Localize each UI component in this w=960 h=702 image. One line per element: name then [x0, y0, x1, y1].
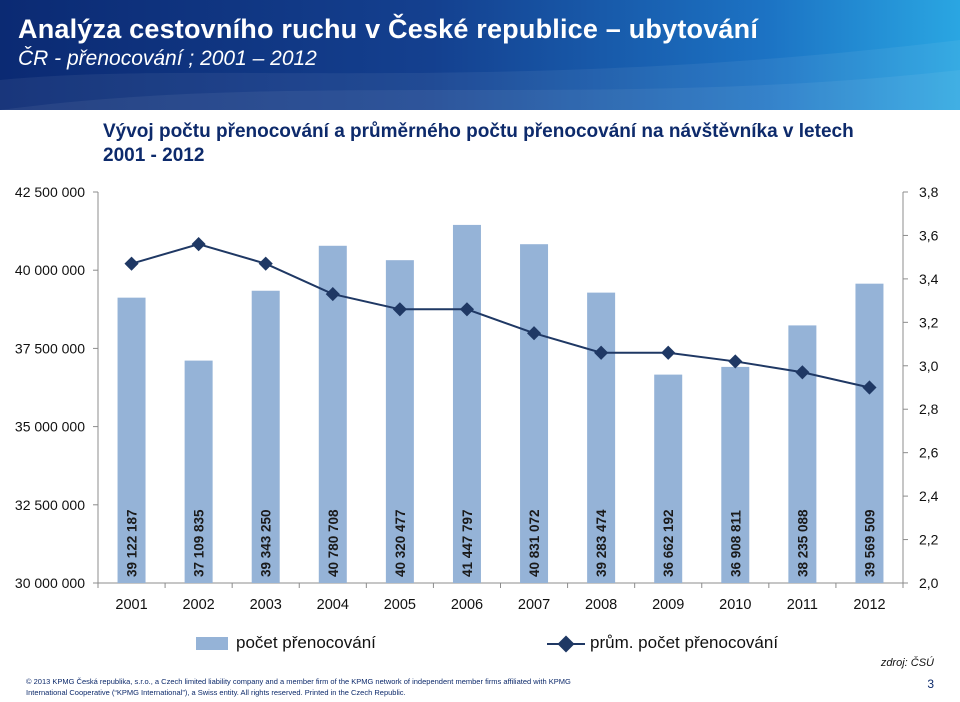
y-right-tick-label: 2,8 [919, 401, 939, 417]
x-tick-label: 2009 [652, 597, 684, 613]
y-left-tick-label: 37 500 000 [15, 340, 85, 356]
copyright-line-2: International Cooperative (“KPMG Interna… [26, 687, 406, 697]
bar-value-label: 36 908 811 [728, 510, 743, 577]
bar-value-label: 39 283 474 [594, 509, 609, 577]
copyright-notice: © 2013 KPMG Česká republika, s.r.o., a C… [26, 677, 646, 698]
y-right-tick-label: 3,4 [919, 271, 939, 287]
combo-chart: 30 000 000 32 500 000 35 000 000 37 500 000… [15, 184, 939, 613]
line-series [124, 237, 877, 395]
x-tick-label: 2005 [384, 597, 416, 613]
bar [520, 244, 549, 583]
y-right-tick-label: 2,0 [919, 575, 939, 591]
chart-axes [93, 191, 908, 588]
bar-value-label: 40 320 477 [393, 509, 408, 577]
bar [452, 224, 481, 583]
y-right-tick-label: 3,2 [919, 314, 939, 330]
line-point-marker [795, 365, 810, 380]
y-left-tick-label: 35 000 000 [15, 419, 85, 435]
x-tick-label: 2003 [250, 597, 282, 613]
x-tick-label: 2008 [585, 597, 617, 613]
bar [855, 283, 884, 583]
y-right-tick-label: 2,6 [919, 445, 939, 461]
bar-value-label: 40 831 072 [527, 509, 542, 577]
header-banner: Analýza cestovního ruchu v České republi… [0, 0, 960, 110]
legend-label-line: prům. počet přenocování [590, 633, 779, 652]
copyright-line-1: © 2013 KPMG Česká republika, s.r.o., a C… [26, 677, 571, 686]
line-point-marker [728, 354, 743, 369]
x-tick-label: 2011 [787, 597, 818, 613]
page-number: 3 [927, 677, 934, 691]
line-point-marker [392, 302, 407, 317]
line-point-marker [325, 287, 340, 302]
bar [184, 360, 213, 583]
y-left-tick-label: 30 000 000 [15, 575, 85, 591]
y-left-tick-label: 40 000 000 [15, 262, 85, 278]
line-point-marker [526, 326, 542, 341]
source-note: zdroj: ČSÚ [880, 657, 934, 669]
bar [587, 292, 616, 583]
legend-swatch-bars [196, 637, 228, 650]
x-tick-label: 2010 [719, 597, 751, 613]
y-right-tick-label: 2,4 [919, 488, 939, 504]
line-point-marker [191, 237, 206, 252]
line-point-marker [594, 345, 609, 360]
bar-value-label: 38 235 088 [795, 509, 810, 577]
x-tick-label: 2012 [853, 597, 885, 613]
bar-value-label: 41 447 797 [460, 509, 475, 577]
x-tick-label: 2004 [317, 597, 349, 613]
bar [117, 297, 146, 583]
x-tick-label: 2007 [518, 597, 550, 613]
header-swoosh-decoration [0, 40, 960, 110]
bar-series [117, 224, 884, 583]
line-point-marker [258, 256, 273, 271]
y-right-tick-label: 3,0 [919, 358, 939, 374]
line-point-marker [124, 256, 139, 271]
x-tick-label: 2006 [451, 597, 483, 613]
legend-label-bars: počet přenocování [236, 633, 376, 652]
line-point-marker [459, 302, 475, 317]
page-subtitle: ČR - přenocování ; 2001 – 2012 [18, 47, 317, 70]
bar-value-label: 37 109 835 [192, 509, 207, 577]
x-tick-label: 2001 [115, 597, 147, 613]
bar [251, 290, 280, 583]
y-right-tick-label: 3,6 [919, 227, 939, 243]
bar-value-label: 39 122 187 [125, 509, 140, 577]
y-left-tick-label: 42 500 000 [15, 184, 85, 200]
bar [318, 245, 347, 583]
bar-value-label: 36 662 192 [661, 509, 676, 577]
bar-value-label: 40 780 708 [326, 509, 341, 577]
bar [654, 374, 683, 583]
legend-swatch-line [547, 635, 585, 653]
chart-labels: 30 000 000 32 500 000 35 000 000 37 500 000… [15, 184, 939, 613]
chart-title: Vývoj počtu přenocování a průměrného poč… [103, 121, 854, 166]
average-line [131, 243, 870, 389]
line-point-marker [862, 380, 877, 395]
page-title: Analýza cestovního ruchu v České republi… [18, 14, 759, 44]
y-right-tick-label: 3,8 [919, 184, 939, 200]
bar [721, 366, 750, 583]
line-point-marker [661, 345, 676, 360]
y-left-tick-label: 32 500 000 [15, 497, 85, 513]
bar-value-label: 39 569 509 [862, 509, 877, 577]
x-tick-label: 2002 [182, 597, 214, 613]
bar-value-label: 39 343 250 [259, 509, 274, 577]
y-right-tick-label: 2,2 [919, 532, 939, 548]
